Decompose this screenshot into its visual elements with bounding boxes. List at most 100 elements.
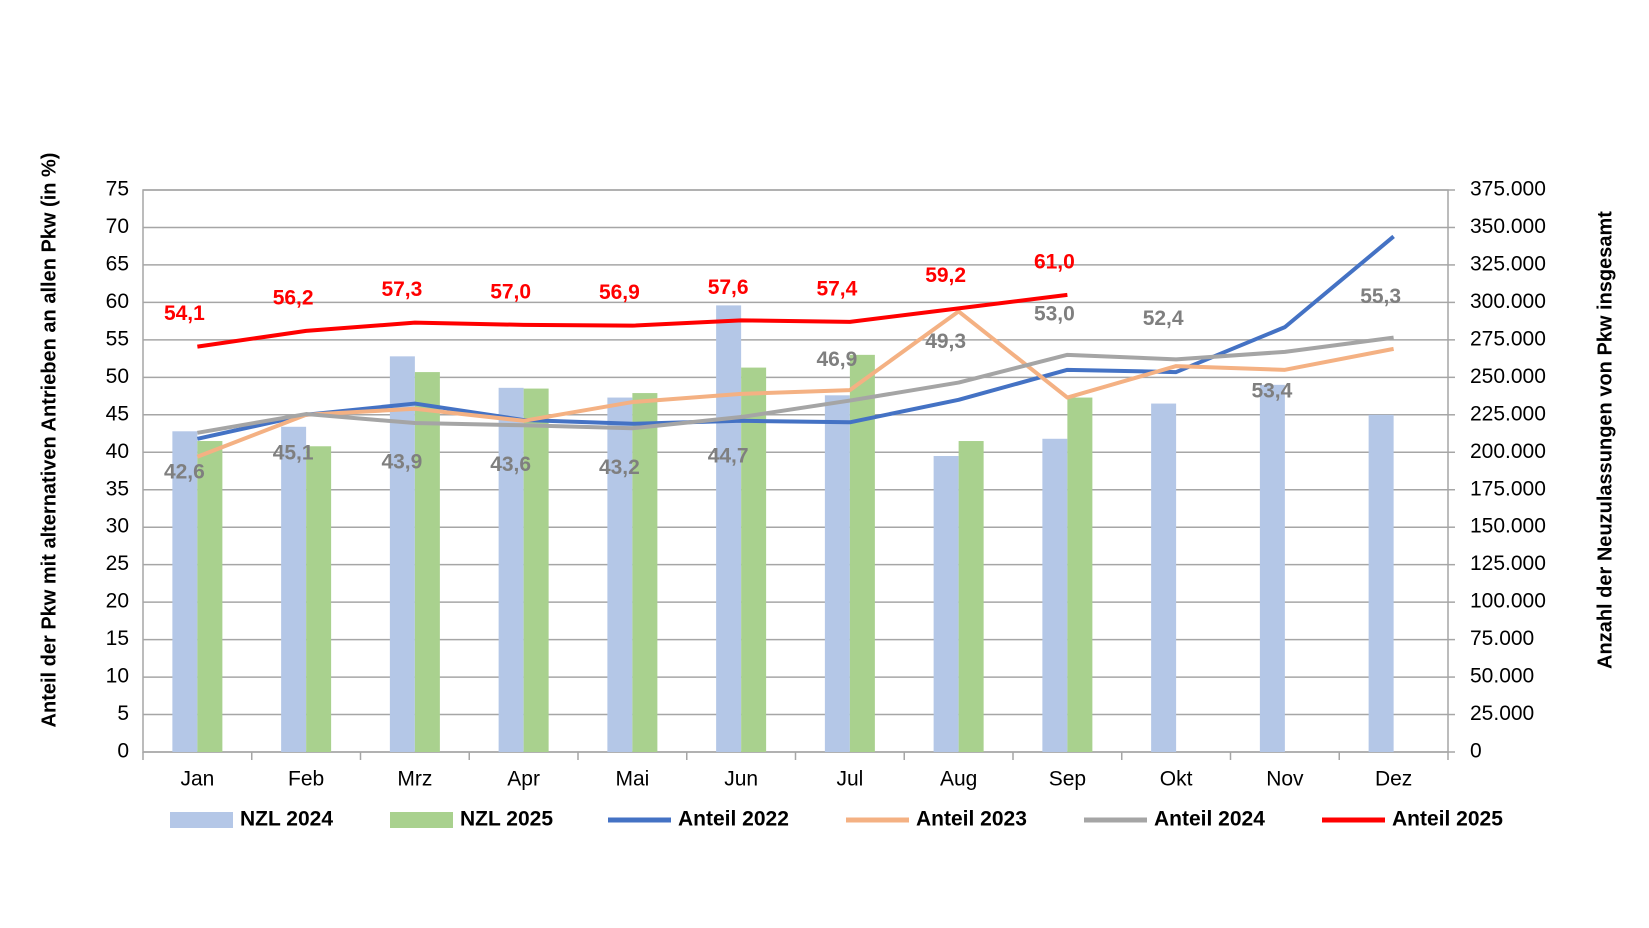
x-tick-label: Apr bbox=[507, 768, 540, 791]
data-label: 52,4 bbox=[1143, 307, 1184, 330]
data-label: 57,6 bbox=[708, 276, 749, 299]
y2-tick-label: 50.000 bbox=[1470, 665, 1534, 688]
y-tick-label: 45 bbox=[106, 402, 129, 425]
y2-axis-title: Anzahl der Neuzulassungen von Pkw insges… bbox=[1594, 211, 1616, 669]
y2-tick-label: 125.000 bbox=[1470, 552, 1546, 575]
bar bbox=[281, 426, 307, 752]
bar bbox=[1368, 414, 1394, 752]
y-tick-label: 65 bbox=[106, 252, 129, 275]
bar bbox=[958, 441, 984, 752]
data-label: 57,3 bbox=[381, 278, 422, 301]
bar bbox=[716, 305, 742, 752]
y-tick-label: 50 bbox=[106, 365, 129, 388]
y2-tick-label: 375.000 bbox=[1470, 178, 1546, 201]
x-tick-label: Jul bbox=[836, 768, 863, 791]
data-label: 56,2 bbox=[273, 286, 314, 309]
bar bbox=[523, 388, 549, 752]
bar bbox=[741, 367, 767, 752]
x-tick-label: Jun bbox=[724, 768, 758, 791]
y-tick-label: 5 bbox=[117, 702, 129, 725]
bar bbox=[306, 446, 332, 752]
y2-tick-label: 225.000 bbox=[1470, 402, 1546, 425]
y2-tick-label: 300.000 bbox=[1470, 290, 1546, 313]
legend-label: NZL 2024 bbox=[240, 808, 333, 831]
y-tick-label: 55 bbox=[106, 327, 129, 350]
data-label: 55,3 bbox=[1360, 285, 1401, 308]
x-tick-label: Mai bbox=[615, 768, 649, 791]
x-tick-label: Mrz bbox=[397, 768, 432, 791]
y-tick-label: 30 bbox=[106, 515, 129, 538]
y2-tick-label: 325.000 bbox=[1470, 252, 1546, 275]
x-tick-label: Aug bbox=[940, 768, 977, 791]
bar bbox=[498, 387, 524, 752]
y-tick-label: 25 bbox=[106, 552, 129, 575]
data-label: 43,2 bbox=[599, 456, 640, 479]
data-label: 43,9 bbox=[381, 451, 422, 474]
y-tick-label: 10 bbox=[106, 665, 129, 688]
x-tick-label: Dez bbox=[1375, 768, 1412, 791]
data-label: 42,6 bbox=[164, 460, 205, 483]
y-tick-label: 0 bbox=[117, 740, 129, 763]
legend-label: Anteil 2025 bbox=[1392, 808, 1503, 831]
y-tick-label: 15 bbox=[106, 627, 129, 650]
bar bbox=[1067, 397, 1093, 752]
data-label: 57,4 bbox=[816, 277, 857, 300]
y-tick-label: 60 bbox=[106, 290, 129, 313]
line bbox=[197, 335, 1394, 435]
legend-label: NZL 2025 bbox=[460, 808, 553, 831]
line bbox=[197, 292, 1068, 349]
legend-label: Anteil 2024 bbox=[1154, 808, 1265, 831]
y2-tick-label: 100.000 bbox=[1470, 590, 1546, 613]
y-tick-label: 75 bbox=[106, 178, 129, 201]
bar bbox=[414, 372, 440, 752]
legend-swatch bbox=[390, 812, 453, 828]
y2-tick-label: 275.000 bbox=[1470, 327, 1546, 350]
data-label: 56,9 bbox=[599, 281, 640, 304]
bar bbox=[197, 441, 223, 752]
data-label: 49,3 bbox=[925, 330, 966, 353]
x-tick-label: Nov bbox=[1266, 768, 1304, 791]
bar bbox=[1042, 438, 1068, 752]
data-label: 46,9 bbox=[816, 348, 857, 371]
bar bbox=[632, 393, 658, 752]
data-label: 53,4 bbox=[1251, 379, 1292, 402]
y2-tick-label: 175.000 bbox=[1470, 477, 1546, 500]
legend-label: Anteil 2023 bbox=[916, 808, 1027, 831]
y2-tick-label: 250.000 bbox=[1470, 365, 1546, 388]
data-label: 45,1 bbox=[273, 442, 314, 465]
legend-swatch bbox=[170, 812, 233, 828]
y2-tick-label: 25.000 bbox=[1470, 702, 1534, 725]
y-tick-label: 40 bbox=[106, 440, 129, 463]
bar bbox=[172, 431, 198, 752]
y-tick-label: 35 bbox=[106, 477, 129, 500]
data-label: 43,6 bbox=[490, 453, 531, 476]
data-label: 57,0 bbox=[490, 280, 531, 303]
legend-label: Anteil 2022 bbox=[678, 808, 789, 831]
bar bbox=[849, 354, 875, 752]
bar bbox=[389, 356, 415, 752]
data-label: 54,1 bbox=[164, 302, 205, 325]
bar bbox=[1259, 384, 1285, 752]
data-label: 59,2 bbox=[925, 264, 966, 287]
y2-tick-label: 150.000 bbox=[1470, 515, 1546, 538]
plot-border bbox=[142, 189, 1449, 753]
bar bbox=[1151, 403, 1177, 752]
y2-tick-label: 200.000 bbox=[1470, 440, 1546, 463]
x-tick-label: Sep bbox=[1049, 768, 1086, 791]
x-tick-label: Feb bbox=[288, 768, 324, 791]
data-label: 44,7 bbox=[708, 445, 749, 468]
x-tick-label: Okt bbox=[1160, 768, 1193, 791]
y-axis-title: Anteil der Pkw mit alternativen Antriebe… bbox=[38, 153, 60, 728]
bar bbox=[933, 456, 959, 752]
y2-tick-label: 350.000 bbox=[1470, 215, 1546, 238]
bar bbox=[607, 397, 633, 752]
bar bbox=[824, 395, 850, 752]
y2-tick-label: 0 bbox=[1470, 740, 1482, 763]
line bbox=[196, 309, 1395, 459]
line bbox=[196, 234, 1395, 441]
x-tick-label: Jan bbox=[180, 768, 214, 791]
y-tick-label: 20 bbox=[106, 590, 129, 613]
y-tick-label: 70 bbox=[106, 215, 129, 238]
data-label: 61,0 bbox=[1034, 250, 1075, 273]
